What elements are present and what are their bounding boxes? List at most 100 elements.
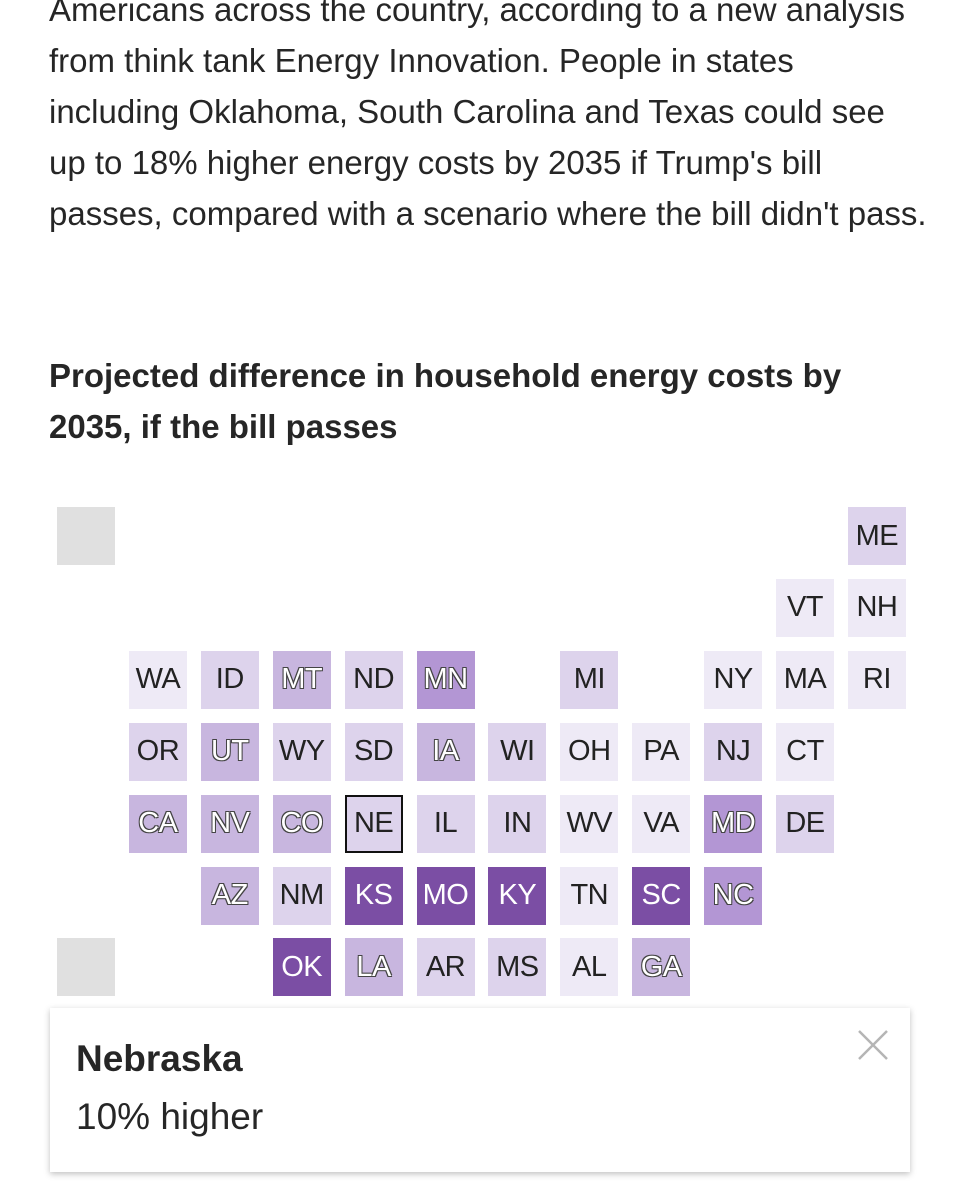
- state-tile-ky[interactable]: KY: [488, 866, 547, 925]
- state-tile-label: DE: [785, 807, 825, 840]
- state-tile-nv[interactable]: NV: [200, 794, 259, 853]
- state-tile-label: MT: [281, 663, 323, 696]
- state-tile-wa[interactable]: WA: [128, 650, 187, 709]
- state-tile-ri[interactable]: RI: [847, 650, 906, 709]
- state-tile-wv[interactable]: WV: [560, 794, 619, 853]
- state-tile-label: NV: [210, 807, 250, 840]
- state-tile-ct[interactable]: CT: [776, 722, 834, 781]
- state-tile-ms[interactable]: MS: [488, 938, 547, 997]
- state-tile-label: MO: [422, 879, 469, 911]
- state-tile-pa[interactable]: PA: [632, 722, 691, 781]
- state-tile-label: PA: [643, 735, 679, 768]
- state-tile-nj[interactable]: NJ: [704, 722, 763, 781]
- state-tile-ok[interactable]: OK: [272, 938, 331, 997]
- state-tile-sd[interactable]: SD: [344, 722, 403, 781]
- state-tile-label: NJ: [715, 735, 751, 768]
- state-tile-ne[interactable]: NE: [344, 794, 403, 853]
- state-tile-wy[interactable]: WY: [272, 722, 331, 781]
- state-tile-label: SC: [641, 879, 682, 911]
- state-tile-label: OK: [281, 950, 323, 983]
- state-tile-label: TN: [570, 879, 609, 911]
- state-tile-label: NC: [712, 879, 754, 911]
- state-tile-label: MN: [423, 663, 468, 696]
- state-tile-label: OR: [136, 735, 180, 768]
- state-tile-label: AZ: [211, 879, 249, 911]
- chart-title: Projected difference in household energy…: [49, 357, 842, 445]
- state-tile-label: RI: [862, 663, 892, 696]
- state-tile-va[interactable]: VA: [632, 794, 691, 853]
- tooltip-value: 10% higher: [76, 1096, 264, 1137]
- state-tile-ks[interactable]: KS: [344, 866, 403, 925]
- state-tooltip: Nebraska 10% higher: [50, 1008, 910, 1172]
- state-tile-nd[interactable]: ND: [344, 650, 403, 709]
- state-tile-ar[interactable]: AR: [416, 938, 475, 997]
- state-tile-label: MI: [573, 663, 606, 696]
- placeholder-tile: [57, 507, 115, 565]
- state-tile-label: IA: [432, 735, 459, 768]
- state-tile-label: NM: [279, 879, 325, 911]
- state-tile-label: AR: [425, 950, 466, 983]
- state-tile-label: MD: [711, 807, 756, 840]
- state-tile-il[interactable]: IL: [416, 794, 475, 853]
- state-tile-label: ND: [353, 663, 395, 696]
- state-tile-co[interactable]: CO: [272, 794, 331, 853]
- state-tile-sc[interactable]: SC: [632, 866, 691, 925]
- state-tile-label: CA: [138, 807, 178, 840]
- state-tile-al[interactable]: AL: [560, 938, 619, 997]
- state-tile-label: KY: [498, 879, 537, 911]
- state-tile-label: GA: [640, 950, 682, 983]
- state-tile-me[interactable]: ME: [847, 507, 906, 565]
- state-tile-ut[interactable]: UT: [200, 722, 259, 781]
- state-tile-label: MA: [783, 663, 827, 696]
- state-tile-tn[interactable]: TN: [560, 866, 619, 925]
- state-tile-label: NY: [713, 663, 753, 696]
- state-tile-label: VT: [786, 591, 824, 624]
- state-tile-oh[interactable]: OH: [560, 722, 619, 781]
- state-tile-ia[interactable]: IA: [416, 722, 475, 781]
- state-tile-ny[interactable]: NY: [704, 650, 763, 709]
- state-tile-ga[interactable]: GA: [632, 938, 691, 997]
- state-tile-label: VA: [643, 807, 679, 840]
- state-tile-nc[interactable]: NC: [704, 866, 763, 925]
- state-tile-or[interactable]: OR: [128, 722, 187, 781]
- state-tile-in[interactable]: IN: [488, 794, 547, 853]
- state-tile-label: KS: [354, 879, 393, 911]
- state-tile-vt[interactable]: VT: [776, 578, 834, 637]
- state-tile-label: SD: [353, 735, 394, 768]
- state-tile-wi[interactable]: WI: [488, 722, 547, 781]
- state-tile-nm[interactable]: NM: [272, 866, 331, 925]
- state-tile-label: ME: [855, 519, 899, 552]
- state-tile-label: LA: [356, 950, 391, 983]
- state-tile-label: WY: [278, 735, 325, 768]
- state-tile-md[interactable]: MD: [704, 794, 763, 853]
- state-tile-mt[interactable]: MT: [272, 650, 331, 709]
- state-tile-mo[interactable]: MO: [416, 866, 475, 925]
- state-tile-label: WV: [566, 807, 613, 840]
- state-tile-label: NE: [353, 807, 394, 840]
- state-tile-label: AL: [572, 950, 607, 983]
- placeholder-tile: [57, 938, 115, 997]
- state-tile-label: MS: [496, 950, 539, 983]
- state-tile-label: WI: [500, 735, 535, 768]
- state-tile-label: ID: [215, 663, 245, 696]
- state-tile-nh[interactable]: NH: [847, 578, 906, 637]
- state-tile-label: OH: [568, 735, 611, 768]
- state-tile-label: NH: [856, 591, 898, 624]
- state-tile-mi[interactable]: MI: [560, 650, 619, 709]
- state-tile-az[interactable]: AZ: [200, 866, 259, 925]
- state-tile-label: WA: [135, 663, 181, 696]
- state-tile-ca[interactable]: CA: [128, 794, 187, 853]
- article-paragraph: Americans across the country, according …: [49, 0, 927, 232]
- state-tile-ma[interactable]: MA: [776, 650, 834, 709]
- state-tile-la[interactable]: LA: [344, 938, 403, 997]
- state-tile-label: UT: [210, 735, 249, 768]
- state-tile-label: IL: [433, 807, 458, 840]
- state-tile-label: IN: [503, 807, 532, 840]
- state-tile-label: CO: [280, 807, 323, 840]
- close-icon[interactable]: [856, 1028, 890, 1062]
- state-tile-de[interactable]: DE: [776, 794, 834, 853]
- state-tile-mn[interactable]: MN: [416, 650, 475, 709]
- tooltip-state-name: Nebraska: [76, 1038, 243, 1079]
- state-tile-id[interactable]: ID: [200, 650, 259, 709]
